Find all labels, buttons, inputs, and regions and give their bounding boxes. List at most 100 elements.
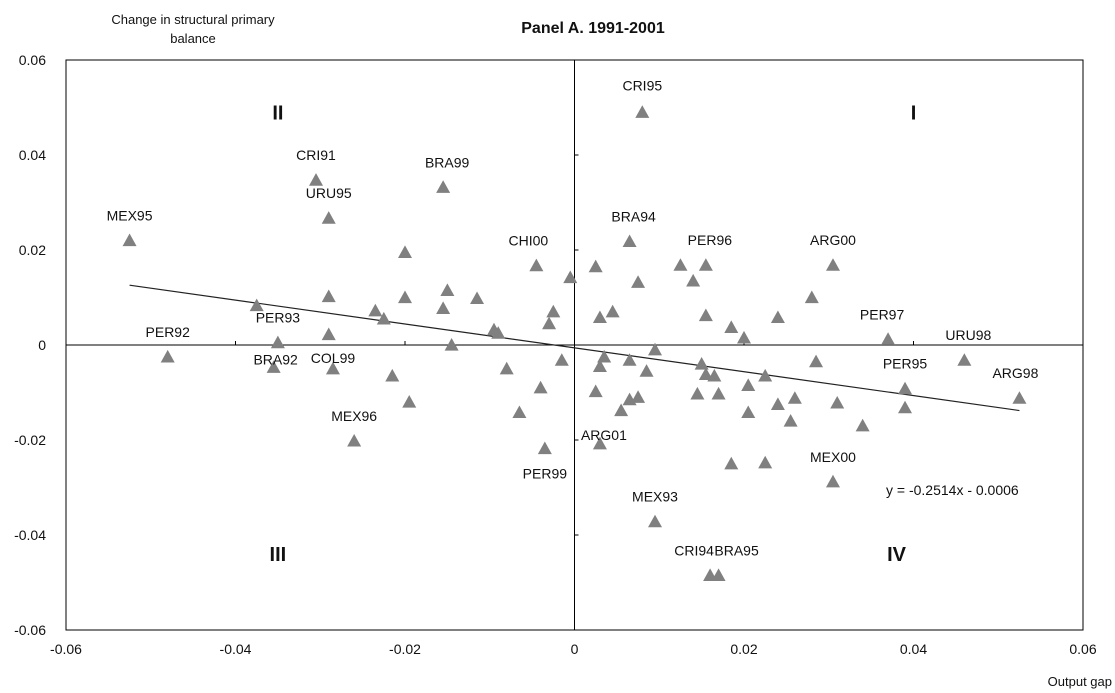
data-point-arg01: [592, 436, 607, 450]
point-label-mex95: MEX95: [107, 208, 153, 224]
data-point: [554, 353, 569, 366]
x-tick-label: 0.02: [730, 641, 757, 657]
data-point-arg98: [1012, 391, 1027, 404]
point-label-chi00: CHI00: [509, 233, 549, 249]
data-point: [398, 290, 412, 304]
data-point: [770, 397, 785, 410]
quadrant-label: IV: [887, 544, 907, 566]
x-tick-label: 0.04: [900, 641, 927, 657]
data-point: [592, 359, 607, 372]
data-point: [588, 384, 603, 398]
data-point: [694, 357, 709, 370]
tick-labels-group: -0.06 -0.04 -0.02 0 0.02 0.04 0.06 -0.06 -0.04 -0…: [14, 52, 1097, 657]
data-point-bra92: [266, 360, 281, 373]
point-label-per92: PER92: [146, 324, 191, 340]
data-point: [698, 367, 713, 381]
data-point: [707, 368, 722, 382]
data-point: [711, 386, 726, 400]
data-point-per96: [698, 258, 713, 271]
y-tick-label: -0.06: [14, 622, 46, 638]
data-point: [741, 378, 756, 391]
data-point: [614, 403, 629, 417]
data-point: [898, 400, 913, 414]
data-point: [376, 311, 391, 325]
quadrant-label: II: [272, 102, 283, 124]
trendline-equation: y = -0.2514x - 0.0006: [886, 482, 1019, 498]
data-point: [855, 418, 870, 432]
point-label-per95: PER95: [883, 356, 928, 372]
data-point: [321, 289, 336, 303]
point-label-bra99: BRA99: [425, 154, 470, 170]
data-point-per92: [160, 349, 175, 363]
data-point: [444, 338, 459, 351]
data-point-mex00: [825, 474, 840, 488]
data-point: [597, 349, 612, 363]
data-point-arg00: [825, 258, 840, 271]
point-label-arg98: ARG98: [992, 365, 1038, 381]
data-point: [592, 310, 607, 324]
data-point: [737, 330, 751, 344]
point-label-mex93: MEX93: [632, 489, 678, 505]
data-point: [249, 298, 264, 312]
data-point: [673, 258, 688, 271]
data-point: [499, 361, 514, 375]
point-label-per99: PER99: [523, 466, 568, 482]
y-axis-title-line-1: Change in structural primary: [111, 12, 275, 27]
data-point-per97: [881, 332, 896, 345]
point-label-per97: PER97: [860, 306, 905, 322]
x-axis-title: Output gap: [1048, 674, 1112, 689]
point-label-bra95: BRA95: [714, 542, 759, 558]
x-tick-label: 0.06: [1069, 641, 1096, 657]
data-point-cri91: [309, 173, 324, 186]
data-point: [622, 353, 637, 366]
data-point: [631, 275, 646, 288]
point-label-cri95: CRI95: [622, 77, 662, 93]
data-point: [588, 259, 603, 273]
data-point: [436, 301, 451, 315]
data-point: [368, 303, 383, 317]
y-tick-label: 0: [38, 337, 46, 353]
data-point: [542, 316, 557, 330]
data-point-chi00: [529, 258, 544, 272]
data-point: [698, 308, 713, 322]
x-tick-label: 0: [571, 641, 579, 657]
chart-title: Panel A. 1991-2001: [521, 20, 665, 37]
data-point: [830, 395, 845, 409]
point-label-cri94: CRI94: [674, 542, 714, 558]
y-tick-label: 0.06: [19, 52, 46, 68]
data-point-bra99: [436, 180, 451, 193]
data-point-per95: [898, 381, 913, 395]
data-point: [440, 283, 455, 296]
y-tick-label: -0.04: [14, 527, 46, 543]
data-point: [787, 391, 802, 404]
data-point-cri95: [635, 105, 650, 118]
axes-group: [65, 59, 1084, 631]
data-point: [639, 364, 654, 377]
point-label-col99: COL99: [311, 350, 356, 366]
data-point: [783, 414, 798, 427]
y-tick-label: 0.02: [19, 242, 46, 258]
data-point-per93: [270, 335, 285, 349]
data-point: [605, 304, 620, 318]
data-point-mex95: [122, 233, 137, 247]
x-tick-label: -0.04: [220, 641, 252, 657]
data-point-mex93: [648, 514, 663, 528]
data-point: [686, 273, 701, 287]
data-point: [741, 405, 756, 419]
data-point: [758, 368, 773, 382]
data-point-uru95: [321, 211, 336, 224]
point-labels-group: CRI95 CRI91 BRA99 URU95 MEX95 BRA94 CHI00 PER96…: [107, 77, 1039, 558]
data-point: [512, 405, 527, 419]
quadrant-label: III: [270, 544, 287, 566]
data-point: [770, 310, 785, 324]
data-point-per99: [537, 441, 552, 455]
point-label-arg01: ARG01: [581, 427, 627, 443]
data-point: [398, 245, 412, 258]
point-label-per93: PER93: [256, 310, 301, 326]
data-point: [533, 380, 548, 394]
point-label-uru98: URU98: [945, 327, 991, 343]
data-point: [724, 320, 739, 334]
data-point: [546, 304, 561, 318]
data-point: [724, 456, 739, 470]
